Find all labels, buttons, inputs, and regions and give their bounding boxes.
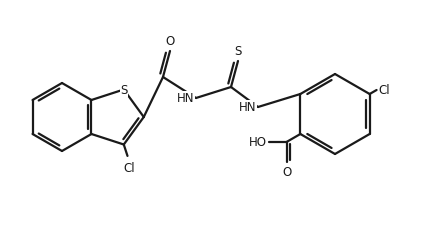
Text: S: S: [234, 45, 242, 58]
Text: HN: HN: [176, 92, 194, 105]
Text: Cl: Cl: [124, 161, 135, 174]
Text: HO: HO: [248, 136, 267, 149]
Text: Cl: Cl: [379, 84, 390, 97]
Text: O: O: [165, 35, 175, 48]
Text: HN: HN: [239, 101, 256, 114]
Text: O: O: [282, 165, 291, 178]
Text: S: S: [120, 84, 127, 97]
